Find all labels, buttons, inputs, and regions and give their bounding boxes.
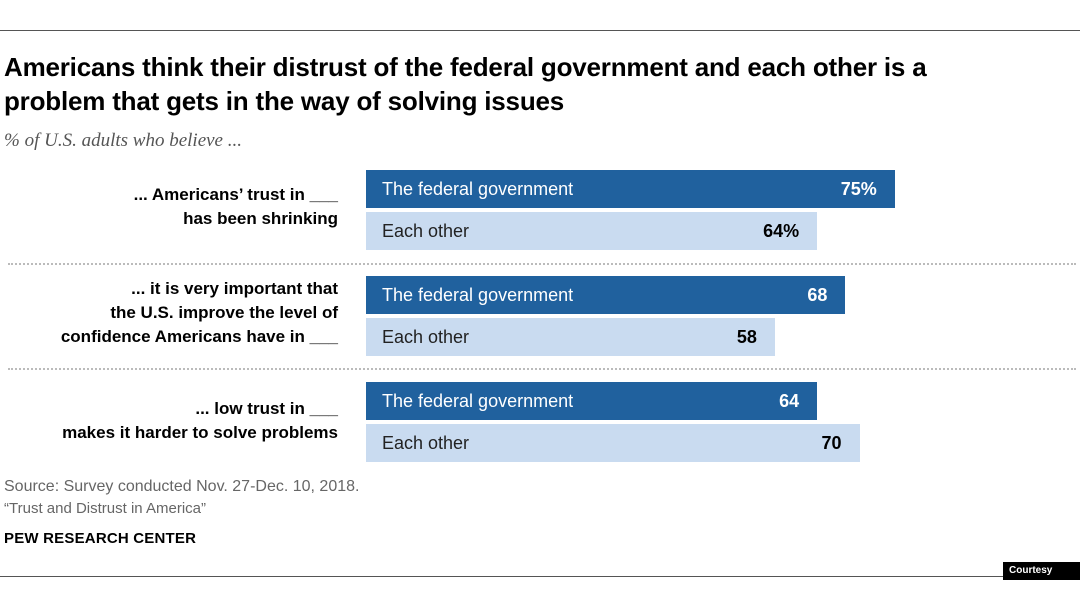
- chart-title-line-1: Americans think their distrust of the fe…: [4, 52, 927, 82]
- bar-value-label: 58: [736, 327, 757, 347]
- group-label-line: makes it harder to solve problems: [62, 423, 338, 442]
- bar-category-label: Each other: [382, 221, 470, 241]
- group-label-line: confidence Americans have in ___: [60, 327, 338, 346]
- bar-value-label: 68: [807, 285, 828, 305]
- bar-value-label: 64%: [763, 221, 800, 241]
- chart-subtitle: % of U.S. adults who believe ...: [4, 130, 242, 151]
- bar-group1-each-other: Each other 64%: [366, 212, 818, 250]
- bar-group3-federal-government: The federal government 64: [366, 382, 818, 420]
- source-note: Source: Survey conducted Nov. 27-Dec. 10…: [4, 478, 360, 495]
- bar-group3-each-other: Each other 70: [366, 424, 860, 462]
- bar-group2-each-other: Each other 58: [366, 318, 775, 356]
- group-label-2: ... it is very important that the U.S. i…: [0, 277, 338, 349]
- group-label-line: ... low trust in ___: [195, 399, 338, 418]
- organization-name: PEW RESEARCH CENTER: [4, 530, 197, 547]
- group-label-line: has been shrinking: [183, 209, 338, 228]
- group-divider: [8, 263, 1076, 265]
- bar-group2-federal-government: The federal government 68: [366, 276, 846, 314]
- bar-group1-federal-government: The federal government 75%: [366, 170, 895, 208]
- bar-category-label: Each other: [382, 433, 470, 453]
- group-label-line: ... Americans’ trust in ___: [133, 185, 338, 204]
- bar-category-label: The federal government: [382, 285, 574, 305]
- group-label-line: the U.S. improve the level of: [110, 303, 338, 322]
- bar-category-label: The federal government: [382, 391, 574, 411]
- report-title: “Trust and Distrust in America”: [4, 500, 206, 517]
- chart-title: Americans think their distrust of the fe…: [4, 50, 1064, 118]
- chart-title-line-2: problem that gets in the way of solving …: [4, 86, 565, 116]
- group-divider: [8, 368, 1076, 370]
- bar-value-label: 70: [821, 433, 842, 453]
- group-label-1: ... Americans’ trust in ___ has been shr…: [0, 183, 338, 231]
- group-label-3: ... low trust in ___ makes it harder to …: [0, 397, 338, 445]
- bar-value-label: 64: [779, 391, 800, 411]
- top-rule: [0, 30, 1080, 31]
- bottom-rule: [0, 576, 1080, 577]
- bar-category-label: The federal government: [382, 179, 574, 199]
- image-credit: Courtesy Image: [1003, 562, 1080, 594]
- bar-category-label: Each other: [382, 327, 470, 347]
- bar-value-label: 75%: [840, 179, 877, 199]
- group-label-line: ... it is very important that: [131, 279, 338, 298]
